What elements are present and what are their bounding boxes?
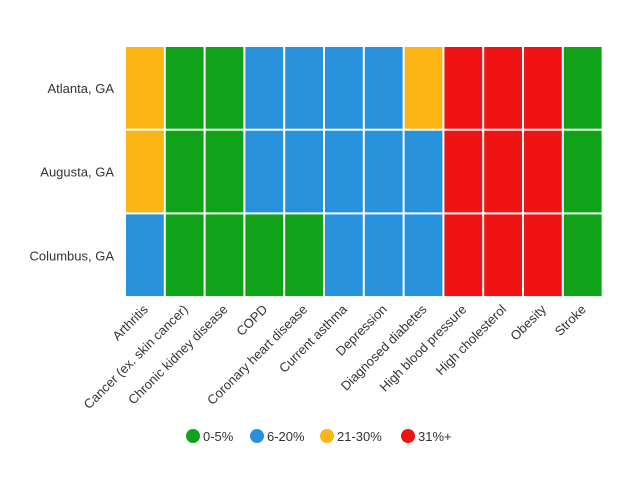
heatmap-cell-atlanta-ga-depression bbox=[364, 47, 403, 129]
row-label: Augusta, GA bbox=[40, 165, 114, 180]
heatmap-cell-columbus-ga-current-asthma bbox=[325, 214, 363, 297]
legend-swatch-31 bbox=[401, 429, 415, 443]
heatmap-cell-augusta-ga-arthritis bbox=[126, 130, 164, 213]
heatmap-cell-augusta-ga-high-cholesterol bbox=[484, 130, 522, 213]
heatmap-cell-augusta-ga-chronic-kidney-disease bbox=[205, 130, 244, 213]
heatmap-cell-atlanta-ga-coronary-heart-disease bbox=[285, 47, 323, 129]
heatmap-cell-augusta-ga-copd bbox=[245, 130, 284, 213]
heatmap-cell-columbus-ga-arthritis bbox=[126, 214, 164, 297]
heatmap-cell-atlanta-ga-stroke bbox=[563, 47, 602, 129]
heatmap-cell-augusta-ga-current-asthma bbox=[325, 130, 363, 213]
legend-label: 6-20% bbox=[267, 429, 305, 444]
legend-swatch-0-5 bbox=[186, 429, 200, 443]
heatmap-cells bbox=[126, 47, 602, 297]
column-label: COPD bbox=[233, 302, 270, 339]
heatmap-cell-atlanta-ga-current-asthma bbox=[325, 47, 363, 129]
column-label: High cholesterol bbox=[433, 302, 510, 379]
heatmap-cell-atlanta-ga-arthritis bbox=[126, 47, 164, 129]
row-label: Atlanta, GA bbox=[48, 81, 115, 96]
row-labels: Atlanta, GA Augusta, GA Columbus, GA bbox=[29, 81, 114, 263]
heatmap-cell-atlanta-ga-high-blood-pressure bbox=[444, 47, 483, 129]
legend: 0-5% 6-20% 21-30% 31%+ bbox=[186, 429, 452, 444]
legend-label: 31%+ bbox=[418, 429, 452, 444]
heatmap-cell-columbus-ga-chronic-kidney-disease bbox=[205, 214, 244, 297]
legend-swatch-21-30 bbox=[320, 429, 334, 443]
heatmap-cell-atlanta-ga-copd bbox=[245, 47, 284, 129]
heatmap-cell-atlanta-ga-chronic-kidney-disease bbox=[205, 47, 244, 129]
heatmap-cell-augusta-ga-cancer-ex-skin-cancer bbox=[165, 130, 204, 213]
column-label: Obesity bbox=[507, 301, 549, 343]
heatmap-cell-augusta-ga-high-blood-pressure bbox=[444, 130, 483, 213]
heatmap-cell-atlanta-ga-obesity bbox=[524, 47, 562, 129]
heatmap-cell-augusta-ga-stroke bbox=[563, 130, 602, 213]
heatmap-cell-columbus-ga-coronary-heart-disease bbox=[285, 214, 323, 297]
column-label: Stroke bbox=[552, 302, 589, 339]
legend-label: 21-30% bbox=[337, 429, 382, 444]
heatmap-cell-atlanta-ga-high-cholesterol bbox=[484, 47, 522, 129]
heatmap-cell-augusta-ga-diagnosed-diabetes bbox=[404, 130, 443, 213]
heatmap-cell-columbus-ga-copd bbox=[245, 214, 284, 297]
row-label: Columbus, GA bbox=[29, 248, 114, 263]
column-label: Current asthma bbox=[276, 301, 351, 376]
legend-swatch-6-20 bbox=[250, 429, 264, 443]
heatmap-cell-columbus-ga-obesity bbox=[524, 214, 562, 297]
heatmap-cell-augusta-ga-coronary-heart-disease bbox=[285, 130, 323, 213]
heatmap-cell-columbus-ga-diagnosed-diabetes bbox=[404, 214, 443, 297]
heatmap-cell-columbus-ga-high-cholesterol bbox=[484, 214, 522, 297]
heatmap-cell-augusta-ga-obesity bbox=[524, 130, 562, 213]
legend-label: 0-5% bbox=[203, 429, 234, 444]
heatmap-cell-atlanta-ga-diagnosed-diabetes bbox=[404, 47, 443, 129]
heatmap-cell-columbus-ga-cancer-ex-skin-cancer bbox=[165, 214, 204, 297]
heatmap-cell-augusta-ga-depression bbox=[364, 130, 403, 213]
heatmap-cell-columbus-ga-stroke bbox=[563, 214, 602, 297]
heatmap-cell-columbus-ga-high-blood-pressure bbox=[444, 214, 483, 297]
heatmap-cell-atlanta-ga-cancer-ex-skin-cancer bbox=[165, 47, 204, 129]
heatmap-cell-columbus-ga-depression bbox=[364, 214, 403, 297]
